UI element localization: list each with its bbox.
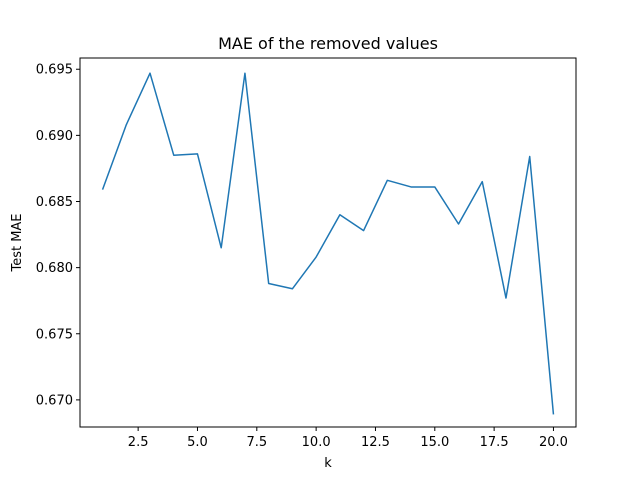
y-tick-label: 0.670: [36, 393, 73, 408]
x-tick-label: 2.5: [128, 435, 149, 450]
x-tick-label: 7.5: [246, 435, 267, 450]
y-axis: 0.670 0.675 0.680 0.685 0.690 0.695: [36, 63, 80, 408]
y-tick-label: 0.690: [36, 129, 73, 144]
y-tick-label: 0.675: [36, 327, 73, 342]
x-tick-label: 15.0: [420, 435, 449, 450]
y-tick-label: 0.685: [36, 195, 73, 210]
x-axis-label: k: [324, 456, 332, 471]
plot-frame: [79, 57, 577, 428]
y-axis-label: Test MAE: [10, 213, 25, 272]
chart-title: MAE of the removed values: [218, 34, 438, 53]
plot-area: [79, 57, 577, 428]
y-tick-label: 0.695: [36, 63, 73, 78]
x-tick-label: 10.0: [302, 435, 331, 450]
y-tick-label: 0.680: [36, 261, 73, 276]
series-line: [101, 72, 555, 415]
x-tick-label: 17.5: [480, 435, 509, 450]
x-tick-label: 12.5: [361, 435, 390, 450]
x-axis: 2.5 5.0 7.5 10.0 12.5 15.0 17.5 20.0: [128, 427, 568, 450]
x-tick-label: 5.0: [187, 435, 208, 450]
x-tick-label: 20.0: [539, 435, 568, 450]
